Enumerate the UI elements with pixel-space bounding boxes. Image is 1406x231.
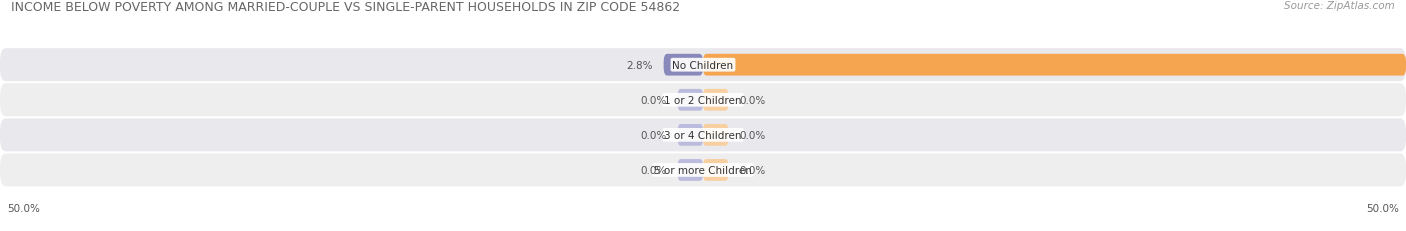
- FancyBboxPatch shape: [678, 90, 703, 111]
- Text: 1 or 2 Children: 1 or 2 Children: [664, 95, 742, 105]
- FancyBboxPatch shape: [0, 154, 1406, 187]
- Text: 2.8%: 2.8%: [626, 61, 652, 70]
- Text: 0.0%: 0.0%: [740, 130, 766, 140]
- FancyBboxPatch shape: [703, 55, 1406, 76]
- Text: 50.0%: 50.0%: [7, 203, 39, 213]
- Text: 5 or more Children: 5 or more Children: [654, 165, 752, 175]
- FancyBboxPatch shape: [703, 90, 728, 111]
- FancyBboxPatch shape: [678, 125, 703, 146]
- FancyBboxPatch shape: [0, 119, 1406, 152]
- Text: No Children: No Children: [672, 61, 734, 70]
- Text: Source: ZipAtlas.com: Source: ZipAtlas.com: [1284, 1, 1395, 11]
- Text: 0.0%: 0.0%: [640, 165, 666, 175]
- FancyBboxPatch shape: [703, 125, 728, 146]
- Text: 0.0%: 0.0%: [640, 130, 666, 140]
- Text: 0.0%: 0.0%: [740, 95, 766, 105]
- Text: 3 or 4 Children: 3 or 4 Children: [664, 130, 742, 140]
- Text: 0.0%: 0.0%: [640, 95, 666, 105]
- FancyBboxPatch shape: [703, 159, 728, 181]
- Text: INCOME BELOW POVERTY AMONG MARRIED-COUPLE VS SINGLE-PARENT HOUSEHOLDS IN ZIP COD: INCOME BELOW POVERTY AMONG MARRIED-COUPL…: [11, 1, 681, 14]
- FancyBboxPatch shape: [664, 55, 703, 76]
- Text: 50.0%: 50.0%: [1367, 203, 1399, 213]
- Text: 0.0%: 0.0%: [740, 165, 766, 175]
- FancyBboxPatch shape: [678, 159, 703, 181]
- FancyBboxPatch shape: [0, 84, 1406, 117]
- FancyBboxPatch shape: [0, 49, 1406, 82]
